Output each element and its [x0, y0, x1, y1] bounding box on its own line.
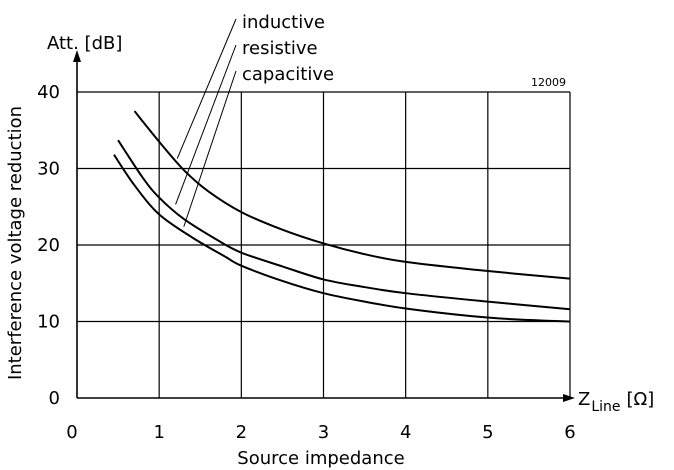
- legend-pointer-capacitive: [183, 70, 237, 227]
- legend-pointer-resistive: [175, 44, 237, 205]
- y-axis-title: Interference voltage reduction: [5, 106, 26, 380]
- x-tick-label: 4: [400, 422, 411, 443]
- y-tick-label: 0: [49, 388, 60, 409]
- x-tick-label: 2: [236, 422, 247, 443]
- series-line-resistive: [117, 139, 571, 311]
- series-line-capacitive: [113, 154, 571, 323]
- series-line-inductive: [133, 110, 571, 280]
- y-tick-label: 10: [37, 312, 60, 333]
- y-tick-label: 20: [37, 235, 60, 256]
- x-axis-symbol-main: Z: [578, 389, 590, 410]
- x-tick-label: 5: [482, 422, 493, 443]
- axes: [73, 50, 575, 402]
- legend-pointer-inductive: [176, 18, 237, 159]
- figure-id: 12009: [531, 76, 566, 89]
- x-axis-title: Source impedance: [237, 448, 404, 469]
- x-axis-symbol: ZLine [Ω]: [578, 389, 654, 415]
- series-lines: [113, 110, 571, 323]
- x-tick-label: 3: [318, 422, 329, 443]
- x-tick-label: 6: [564, 422, 575, 443]
- legend-pointers: [175, 18, 237, 227]
- y-tick-labels: 0 10 20 30 40: [37, 82, 60, 409]
- y-axis-top-label: Att. [dB]: [47, 33, 122, 54]
- legend-label-capacitive: capacitive: [242, 64, 334, 85]
- y-tick-label: 30: [37, 159, 60, 180]
- x-tick-labels: 0 1 2 3 4 5 6: [66, 422, 575, 443]
- x-axis-symbol-sub: Line: [591, 399, 620, 415]
- x-axis-symbol-unit: [Ω]: [627, 389, 655, 410]
- grid-lines: [77, 91, 571, 398]
- legend-label-inductive: inductive: [242, 12, 325, 33]
- legend-label-resistive: resistive: [242, 38, 318, 59]
- y-axis-arrow-icon: [73, 50, 81, 62]
- x-tick-label: 1: [153, 422, 164, 443]
- x-tick-label: 0: [66, 422, 77, 443]
- x-axis-arrow-icon: [563, 394, 575, 402]
- y-tick-label: 40: [37, 82, 60, 103]
